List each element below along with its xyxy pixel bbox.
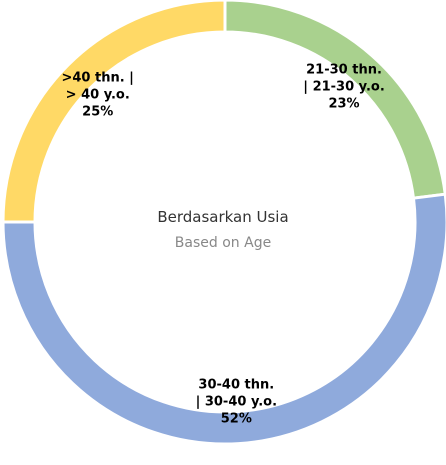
segment-label: 21-30 thn. | 21-30 y.o. 23% — [302, 61, 386, 112]
category-label: 21-30 thn. | 21-30 y.o. — [303, 62, 385, 95]
segment-label: >40 thn. | > 40 y.o. 25% — [56, 69, 140, 120]
chart-subtitle: Based on Age — [174, 235, 272, 251]
value-label: 23% — [328, 96, 360, 112]
value-label: 25% — [82, 104, 114, 120]
chart-title: Berdasarkan Usia — [157, 208, 289, 226]
value-label: 52% — [220, 411, 252, 427]
segment-label: 30-40 thn. | 30-40 y.o. 52% — [194, 376, 278, 427]
donut-segment — [1, 0, 227, 224]
category-label: 30-40 thn. | 30-40 y.o. — [195, 377, 278, 410]
category-label: >40 thn. | > 40 y.o. — [61, 70, 134, 103]
